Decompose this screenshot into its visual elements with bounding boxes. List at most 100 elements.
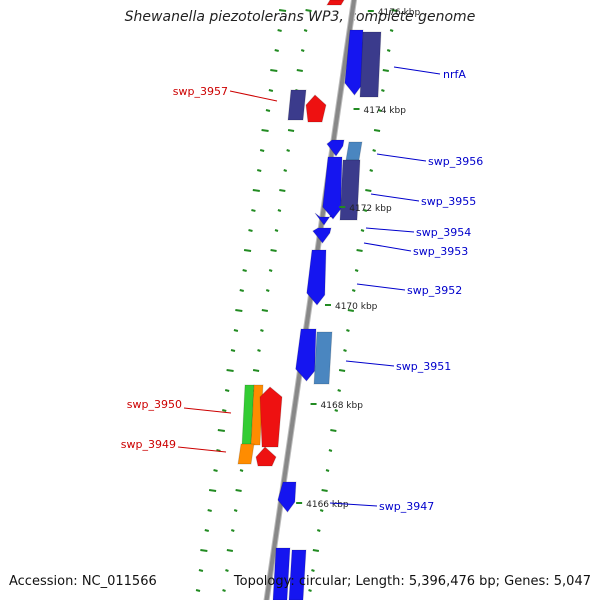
gene-swp3951 [313,331,333,385]
kbp-label: 4176 kbp [378,8,421,18]
gc-tick-outer [208,489,217,492]
gc-tick-inner [260,329,264,332]
kbp-label: 4168 kbp [321,401,364,411]
gene-label: swp_3954 [416,226,471,239]
kbp-label: 4172 kbp [349,204,392,214]
leader-line [345,360,395,367]
gc-tick-right [354,269,359,272]
gc-tick-right [330,429,337,432]
gene-label: swp_3955 [421,195,476,208]
gc-tick-inner [257,349,261,352]
leader-line [376,153,427,162]
gc-tick-outer [256,169,262,172]
gc-tick-inner [230,529,235,532]
gc-tick-outer [224,389,230,392]
gc-tick-outer [233,329,239,332]
gc-tick-inner [239,469,244,472]
leader-line [229,90,278,102]
gc-tick-right [378,109,382,112]
gc-tick-right [312,549,320,552]
gc-tick-outer [268,89,274,92]
gene-label: swp_3951 [396,360,451,373]
gc-tick-outer [200,549,208,552]
gc-tick-inner [286,149,290,152]
gc-tick-inner [303,29,308,32]
kbp-label: 4166 kbp [306,500,349,510]
gc-tick-right [351,289,356,292]
leader-line [363,242,412,252]
gene-label: swp_3950 [127,398,182,411]
gc-tick-inner [261,309,268,312]
gc-tick-right [347,309,354,312]
leader-line [365,227,415,233]
gene-label: swp_3949 [121,438,176,451]
gc-tick-right [308,589,312,592]
gc-tick-outer [261,129,269,132]
gc-tick-inner [265,289,270,292]
gc-tick-right [321,489,328,492]
gene-swp3953 [312,227,332,244]
gc-tick-right [372,149,376,152]
gc-tick-inner [222,589,226,592]
gc-tick-outer [198,569,204,572]
gc-tick-outer [207,509,212,512]
gene-swp3951-a [295,328,317,382]
gc-tick-right [316,529,321,532]
gene-swp3957 [305,94,327,123]
gc-tick-inner [225,569,229,572]
gc-tick-right [325,469,330,472]
gc-tick-inner [283,169,288,172]
gc-tick-right [373,129,381,132]
gc-tick-right [356,249,363,252]
gc-tick-inner [274,229,279,232]
gc-tick-inner [279,189,286,192]
gene-swp3956-a [326,139,345,157]
gc-tick-outer [217,429,225,432]
gc-tick-right [343,349,347,352]
gene-swp3949-b [237,443,255,465]
gc-tick-inner [305,9,312,12]
gc-tick-outer [259,149,265,152]
gene-swp3949 [255,446,277,467]
gc-tick-outer [239,289,244,292]
gc-tick-outer [252,189,260,192]
gc-tick-outer [242,269,247,272]
gc-tick-right [389,29,394,32]
gc-tick-outer [251,209,256,212]
gene-bottom-1 [272,547,291,600]
map-title: Shewanella piezotolerans WP3, complete g… [124,9,476,25]
gc-tick-inner [270,249,277,252]
gc-tick-right [360,229,365,232]
gene-swp3947 [277,481,297,513]
gc-tick-right [328,449,333,452]
gc-tick-right [363,209,368,212]
gene-label: swp_3953 [413,245,468,258]
gc-tick-right [346,329,350,332]
gc-tick-inner [226,549,234,552]
gc-tick-inner [300,49,305,52]
leader-line [177,446,227,453]
gene-swp3950-c [259,386,283,448]
gc-tick-outer [226,369,234,372]
gene-label: swp_3947 [379,500,434,513]
gc-tick-right [319,509,324,512]
gc-tick-outer [265,109,271,112]
gene-swp3955 [339,159,361,221]
gene-label: swp_3956 [428,155,483,168]
gene-swp3956 [345,141,363,161]
gene-label: nrfA [443,68,466,81]
gc-tick-inner [268,269,273,272]
gene-nrfA [344,29,364,96]
gene-label: swp_3952 [407,284,462,297]
gc-tick-right [311,569,315,572]
gc-tick-right [382,69,389,72]
gc-tick-right [338,369,346,372]
gene-nrfA-partner [359,31,382,98]
gc-tick-right [337,389,341,392]
gc-tick-outer [270,69,278,72]
kbp-label: 4174 kbp [364,106,407,116]
gc-tick-outer [243,249,252,252]
gc-tick-outer [278,9,287,12]
gc-tick-outer [216,449,221,452]
